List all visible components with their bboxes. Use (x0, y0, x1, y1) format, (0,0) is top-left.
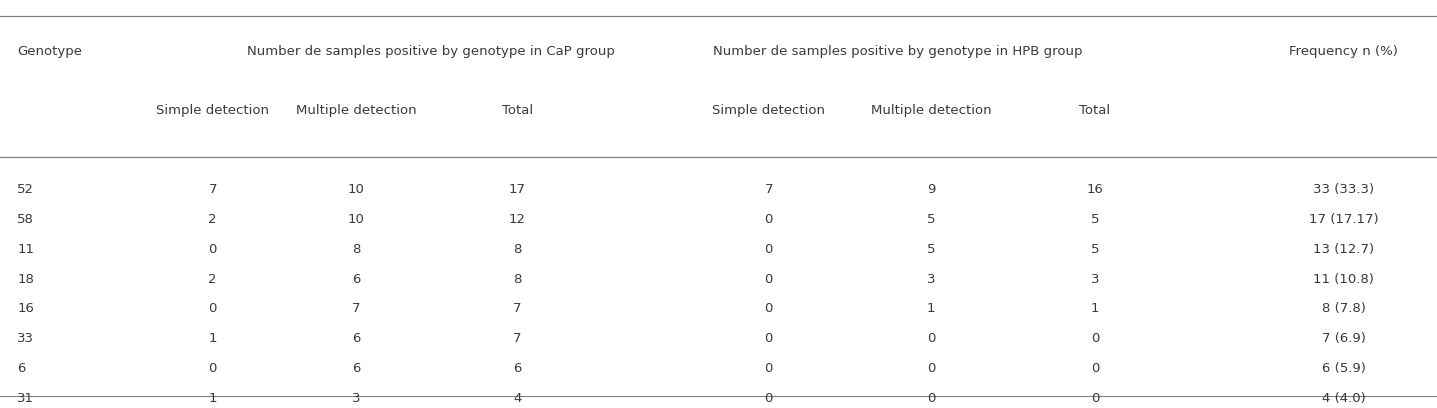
Text: 8: 8 (513, 273, 522, 286)
Text: 7: 7 (513, 302, 522, 315)
Text: 33 (33.3): 33 (33.3) (1313, 183, 1374, 196)
Text: 5: 5 (1091, 243, 1099, 256)
Text: 0: 0 (208, 302, 217, 315)
Text: 4 (4.0): 4 (4.0) (1322, 392, 1365, 405)
Text: 8 (7.8): 8 (7.8) (1322, 302, 1365, 315)
Text: 0: 0 (1091, 392, 1099, 405)
Text: 2: 2 (208, 213, 217, 226)
Text: 0: 0 (927, 332, 935, 345)
Text: Total: Total (1079, 104, 1111, 117)
Text: 7: 7 (352, 302, 361, 315)
Text: 31: 31 (17, 392, 34, 405)
Text: 4: 4 (513, 392, 522, 405)
Text: Frequency n (%): Frequency n (%) (1289, 44, 1398, 58)
Text: 11: 11 (17, 243, 34, 256)
Text: Number de samples positive by genotype in HPB group: Number de samples positive by genotype i… (713, 44, 1083, 58)
Text: Simple detection: Simple detection (713, 104, 825, 117)
Text: 7: 7 (208, 183, 217, 196)
Text: 0: 0 (764, 243, 773, 256)
Text: Total: Total (502, 104, 533, 117)
Text: 17: 17 (509, 183, 526, 196)
Text: 2: 2 (208, 273, 217, 286)
Text: 6: 6 (17, 362, 26, 375)
Text: 3: 3 (352, 392, 361, 405)
Text: Simple detection: Simple detection (157, 104, 269, 117)
Text: 0: 0 (208, 362, 217, 375)
Text: 0: 0 (764, 213, 773, 226)
Text: 0: 0 (208, 243, 217, 256)
Text: 6: 6 (352, 362, 361, 375)
Text: 1: 1 (1091, 302, 1099, 315)
Text: 0: 0 (764, 332, 773, 345)
Text: 1: 1 (208, 332, 217, 345)
Text: 0: 0 (1091, 362, 1099, 375)
Text: 1: 1 (208, 392, 217, 405)
Text: 8: 8 (352, 243, 361, 256)
Text: 7 (6.9): 7 (6.9) (1322, 332, 1365, 345)
Text: 0: 0 (927, 362, 935, 375)
Text: 3: 3 (1091, 273, 1099, 286)
Text: 7: 7 (513, 332, 522, 345)
Text: 9: 9 (927, 183, 935, 196)
Text: 0: 0 (927, 392, 935, 405)
Text: 12: 12 (509, 213, 526, 226)
Text: 1: 1 (927, 302, 935, 315)
Text: 52: 52 (17, 183, 34, 196)
Text: 0: 0 (764, 392, 773, 405)
Text: 3: 3 (927, 273, 935, 286)
Text: 10: 10 (348, 213, 365, 226)
Text: Multiple detection: Multiple detection (871, 104, 992, 117)
Text: 18: 18 (17, 273, 34, 286)
Text: 7: 7 (764, 183, 773, 196)
Text: 17 (17.17): 17 (17.17) (1309, 213, 1378, 226)
Text: 33: 33 (17, 332, 34, 345)
Text: 0: 0 (764, 302, 773, 315)
Text: 6: 6 (513, 362, 522, 375)
Text: 0: 0 (764, 362, 773, 375)
Text: 8: 8 (513, 243, 522, 256)
Text: 16: 16 (1086, 183, 1104, 196)
Text: 5: 5 (927, 213, 935, 226)
Text: 0: 0 (764, 273, 773, 286)
Text: 16: 16 (17, 302, 34, 315)
Text: 58: 58 (17, 213, 34, 226)
Text: 6: 6 (352, 332, 361, 345)
Text: 5: 5 (1091, 213, 1099, 226)
Text: Number de samples positive by genotype in CaP group: Number de samples positive by genotype i… (247, 44, 615, 58)
Text: 13 (12.7): 13 (12.7) (1313, 243, 1374, 256)
Text: 10: 10 (348, 183, 365, 196)
Text: Genotype: Genotype (17, 44, 82, 58)
Text: 11 (10.8): 11 (10.8) (1313, 273, 1374, 286)
Text: 6 (5.9): 6 (5.9) (1322, 362, 1365, 375)
Text: Multiple detection: Multiple detection (296, 104, 417, 117)
Text: 5: 5 (927, 243, 935, 256)
Text: 0: 0 (1091, 332, 1099, 345)
Text: 6: 6 (352, 273, 361, 286)
